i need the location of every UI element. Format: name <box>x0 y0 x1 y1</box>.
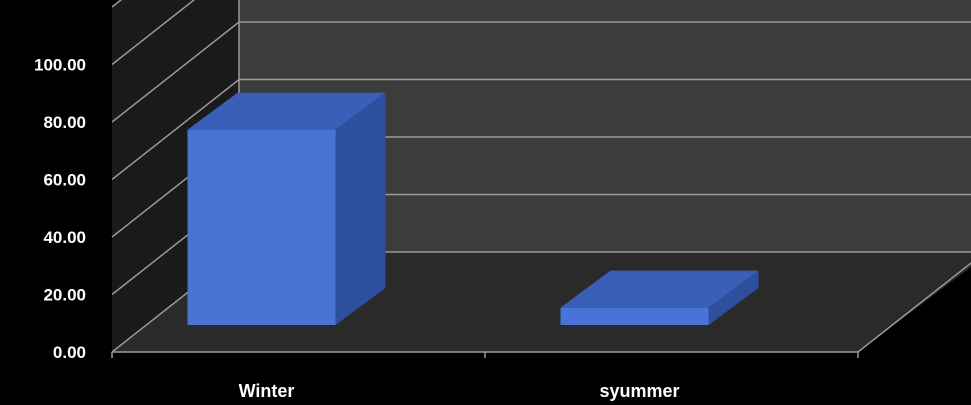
back-wall <box>239 0 971 252</box>
bar-side <box>708 270 759 325</box>
bars <box>187 92 759 325</box>
y-tick-label: 0.00 <box>53 343 86 362</box>
bar-top <box>187 92 386 130</box>
y-tick-label: 80.00 <box>43 113 86 132</box>
bar-top <box>560 270 759 308</box>
bar-side <box>335 92 386 325</box>
floor-right-edge <box>857 262 971 353</box>
x-category-label: Winter <box>239 381 295 401</box>
y-tick-label: 100.00 <box>34 56 86 75</box>
y-axis-ticks: 0.00 20.00 40.00 60.00 80.00 100.00 <box>34 56 86 363</box>
y-tick-label: 40.00 <box>43 228 86 247</box>
y-tick-label: 20.00 <box>43 286 86 305</box>
bar-syummer <box>560 270 759 325</box>
y-tick-label: 60.00 <box>43 171 86 190</box>
bar-winter <box>187 92 386 325</box>
bar-front <box>560 307 709 325</box>
bar-front <box>187 129 336 325</box>
x-axis-labels: Winter syummer <box>239 381 680 401</box>
x-category-label: syummer <box>599 381 679 401</box>
gridline <box>111 0 196 66</box>
